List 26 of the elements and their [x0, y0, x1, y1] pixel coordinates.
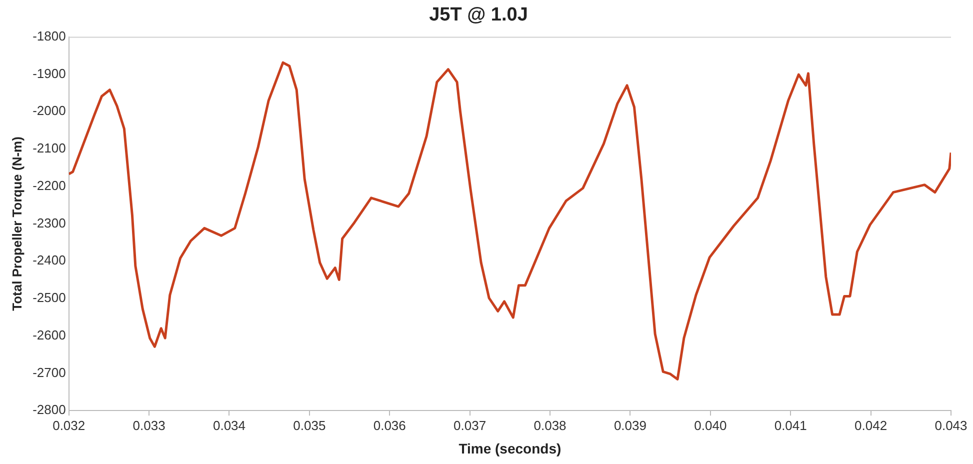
x-tick-label: 0.033 [132, 418, 166, 433]
y-tick-label: -2800 [32, 402, 66, 418]
x-tick-label: 0.034 [212, 418, 246, 433]
x-tick-label: 0.041 [774, 418, 807, 433]
y-tick-label: -2300 [32, 215, 66, 230]
y-tick-label: -2700 [32, 364, 66, 380]
x-tick-label: 0.037 [454, 418, 486, 433]
x-tick-label: 0.039 [614, 418, 646, 433]
y-tick-label: -2400 [32, 252, 66, 268]
x-tick-label: 0.040 [694, 418, 727, 433]
x-tick-label: 0.038 [534, 418, 566, 433]
x-tick-label: 0.042 [854, 418, 888, 433]
y-tick-label: -1900 [32, 66, 66, 81]
x-tick-label: 0.043 [934, 418, 968, 433]
x-axis-title: Time (seconds) [458, 440, 562, 456]
chart-title: J5T @ 1.0J [429, 4, 528, 26]
y-tick-label: -2100 [32, 140, 66, 156]
y-axis-title: Total Propeller Torque (N-m) [9, 136, 24, 311]
y-tick-label: -2500 [32, 290, 66, 306]
x-tick-label: 0.032 [52, 418, 86, 433]
y-tick-label: -2000 [32, 103, 66, 118]
x-tick-label: 0.035 [293, 418, 326, 433]
y-tick-label: -2600 [32, 327, 66, 342]
y-tick-label: -2200 [32, 178, 66, 193]
x-tick-label: 0.036 [373, 418, 406, 433]
y-tick-label: -1800 [32, 28, 66, 44]
